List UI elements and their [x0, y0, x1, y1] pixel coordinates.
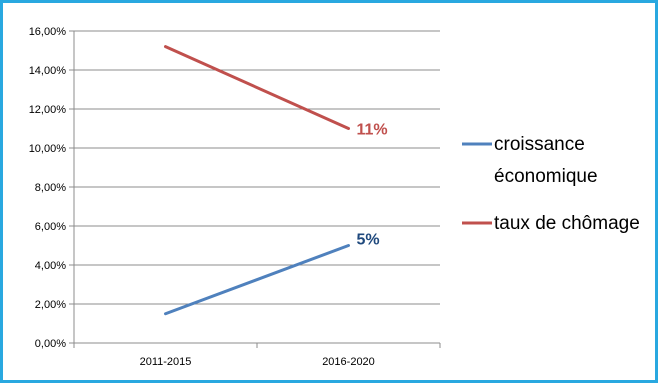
gridlines — [74, 30, 440, 305]
x-axis: 2011-2015 2016-2020 — [73, 342, 441, 368]
legend-label: croissance — [494, 134, 585, 155]
legend-item-1: croissance économique — [462, 134, 598, 187]
x-tick-label: 2011-2015 — [140, 356, 192, 368]
y-tick-label: 4,00% — [35, 260, 66, 272]
y-tick-label: 14,00% — [29, 65, 67, 77]
y-tick-label: 8,00% — [35, 182, 66, 194]
y-tick-label: 10,00% — [29, 143, 67, 155]
y-tick-label: 16,00% — [29, 26, 67, 38]
series-lines — [164, 45, 350, 316]
legend-label: taux de chômage — [494, 213, 640, 234]
legend-label: économique — [494, 166, 598, 187]
data-labels: 5% 11% — [357, 122, 388, 249]
data-label-2: 11% — [357, 122, 388, 139]
series-line-2 — [164, 45, 350, 130]
y-axis: 0,00% 2,00% 4,00% 6,00% 8,00% 10,00% 12,00% 14,… — [29, 26, 75, 350]
x-tick-label: 2016-2020 — [322, 356, 375, 368]
data-label-1: 5% — [357, 232, 380, 249]
series-line-1 — [164, 244, 350, 316]
y-tick-label: 6,00% — [35, 221, 66, 233]
y-tick-label: 12,00% — [29, 104, 67, 116]
legend: croissance économique taux de chômage — [462, 134, 640, 234]
y-tick-label: 0,00% — [35, 338, 66, 350]
y-tick-label: 2,00% — [35, 299, 66, 311]
legend-item-2: taux de chômage — [462, 213, 640, 234]
